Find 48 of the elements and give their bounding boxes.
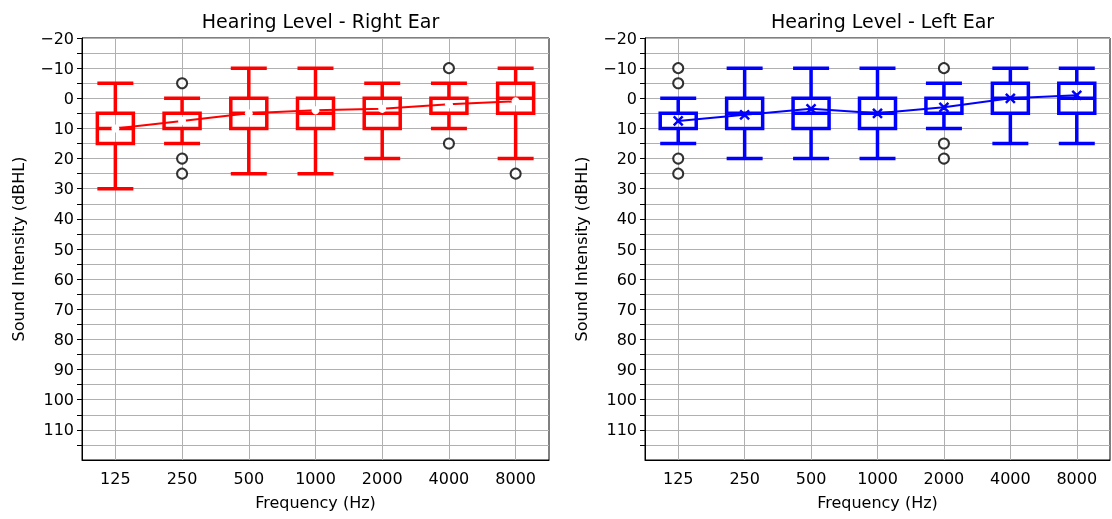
x-axis-title: Frequency (Hz) [817, 492, 938, 512]
x-tick-label: 500 [795, 468, 827, 488]
x-axis-title: Frequency (Hz) [255, 492, 376, 512]
y-tick-label: 10 [53, 118, 74, 138]
y-tick-label: 60 [53, 269, 74, 289]
y-tick-label: −10 [40, 58, 74, 78]
y-tick-label: 110 [43, 420, 74, 440]
y-tick-label: 90 [616, 360, 637, 380]
y-tick-label: 40 [53, 209, 74, 229]
y-tick-label: 0 [63, 88, 74, 108]
x-tick-label: 1000 [295, 468, 336, 488]
y-tick-label: 100 [43, 390, 74, 410]
y-tick-label: 90 [53, 360, 74, 380]
x-tick-label: 125 [662, 468, 694, 488]
x-tick-label: 8000 [495, 468, 536, 488]
y-tick-label: 30 [53, 179, 74, 199]
y-tick-label: 10 [616, 118, 637, 138]
y-axis-title: Sound Intensity (dBHL) [571, 156, 591, 342]
x-tick-label: 4000 [428, 468, 470, 488]
y-tick-label: 80 [53, 329, 74, 349]
y-axis-title: Sound Intensity (dBHL) [8, 156, 28, 342]
y-tick-label: 110 [606, 420, 637, 440]
y-tick-label: 70 [616, 299, 637, 319]
y-tick-label: −10 [603, 58, 637, 78]
chart-title: Hearing Level - Left Ear [770, 9, 995, 32]
y-tick-label: 100 [606, 390, 637, 410]
x-tick-label: 2000 [923, 468, 965, 488]
y-tick-label: −20 [40, 28, 74, 48]
y-tick-label: 70 [53, 299, 74, 319]
y-tick-label: −20 [603, 28, 637, 48]
y-tick-label: 60 [616, 269, 637, 289]
x-tick-label: 4000 [990, 468, 1031, 488]
y-tick-label: 50 [53, 239, 74, 259]
y-tick-label: 30 [616, 179, 637, 199]
x-tick-label: 8000 [1056, 468, 1098, 488]
x-tick-label: 250 [166, 468, 198, 488]
y-tick-label: 80 [616, 329, 637, 349]
x-tick-label: 125 [100, 468, 131, 488]
chart-title: Hearing Level - Right Ear [201, 9, 440, 32]
y-tick-label: 50 [616, 239, 637, 259]
y-tick-label: 20 [616, 149, 637, 169]
y-tick-label: 20 [53, 149, 74, 169]
x-tick-label: 1000 [857, 468, 898, 488]
y-tick-label: 40 [616, 209, 637, 229]
x-tick-label: 250 [729, 468, 760, 488]
x-tick-label: 2000 [361, 468, 403, 488]
x-tick-label: 500 [233, 468, 265, 488]
y-tick-label: 0 [626, 88, 637, 108]
